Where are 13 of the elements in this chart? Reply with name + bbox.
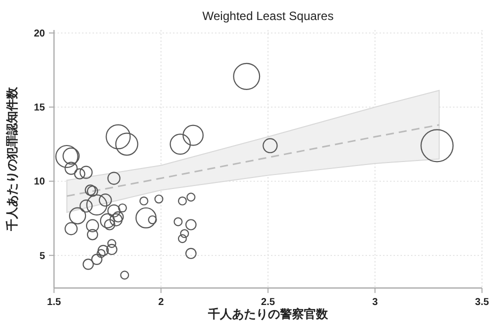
x-tick-label: 3.5 — [475, 297, 490, 308]
line-series — [66, 124, 440, 197]
chart-title: Weighted Least Squares — [202, 9, 334, 23]
y-tick-label: 15 — [34, 102, 46, 114]
y-axis-title: 千人あたりの犯罪認知件数 — [5, 86, 19, 232]
x-tick-label: 1.5 — [47, 297, 62, 308]
y-tick-label: 10 — [34, 176, 46, 188]
x-tick-label: 3 — [372, 297, 378, 308]
x-axis-title: 千人あたりの警察官数 — [207, 307, 329, 321]
x-tick-label: 2 — [158, 297, 164, 308]
x-tick-label: 2.5 — [261, 297, 276, 308]
y-tick-label: 5 — [39, 250, 46, 262]
y-tick-label: 20 — [34, 28, 46, 40]
